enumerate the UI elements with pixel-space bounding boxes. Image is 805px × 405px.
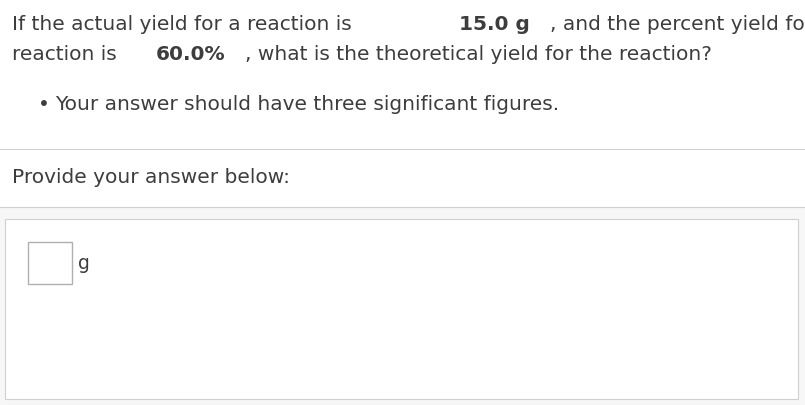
Text: Your answer should have three significant figures.: Your answer should have three significan… (55, 95, 559, 114)
Text: If the actual yield for a reaction is: If the actual yield for a reaction is (12, 15, 358, 34)
Text: , and the percent yield for the: , and the percent yield for the (550, 15, 805, 34)
Text: g: g (78, 254, 90, 273)
Text: , what is the theoretical yield for the reaction?: , what is the theoretical yield for the … (246, 45, 712, 64)
Text: 15.0 g: 15.0 g (459, 15, 530, 34)
Text: Provide your answer below:: Provide your answer below: (12, 168, 290, 187)
Text: 60.0%: 60.0% (155, 45, 225, 64)
FancyBboxPatch shape (5, 220, 798, 399)
Text: reaction is: reaction is (12, 45, 123, 64)
Text: •: • (38, 95, 50, 114)
FancyBboxPatch shape (28, 243, 72, 284)
Bar (0, 207, 805, 405)
